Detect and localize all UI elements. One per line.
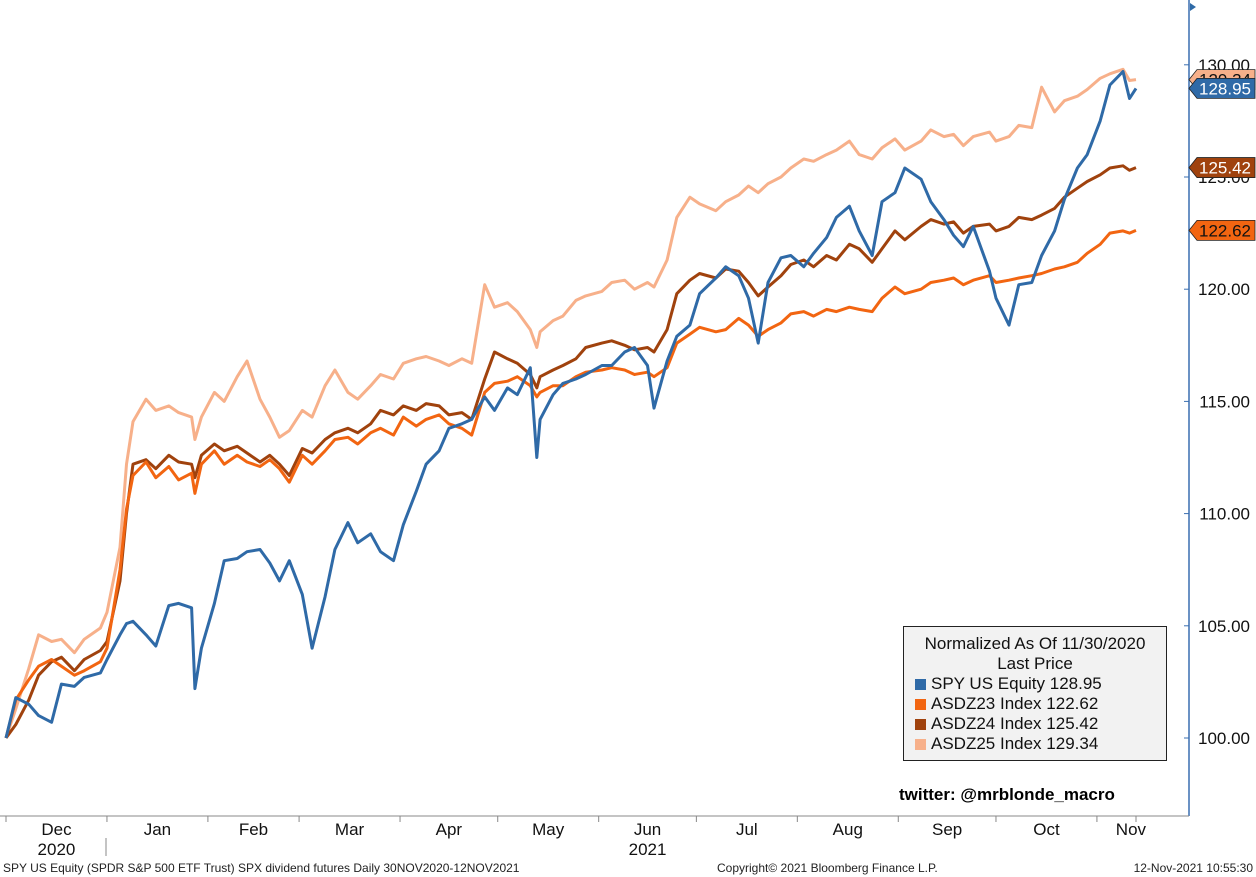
y-tick-label: 100.00 <box>1198 729 1250 748</box>
x-tick-label: Jul <box>736 820 758 839</box>
chart-series-lines <box>4 67 1138 739</box>
legend-item-spy: SPY US Equity 128.95 <box>904 674 1166 694</box>
legend-label: ASDZ25 Index 129.34 <box>931 734 1099 753</box>
x-year-label: 2020 <box>38 840 76 859</box>
last-price-tag <box>1188 77 1256 99</box>
x-tick-label: May <box>532 820 565 839</box>
x-tick-label: Feb <box>239 820 268 839</box>
legend-swatch <box>915 698 926 710</box>
series-line-asdz23-index <box>4 229 1137 739</box>
axis-arrow-marker <box>1190 3 1196 11</box>
legend-swatch <box>915 738 926 750</box>
legend-subtitle: Last Price <box>997 654 1073 673</box>
legend-label: ASDZ24 Index 125.42 <box>931 714 1099 733</box>
legend-title: Normalized As Of 11/30/2020 <box>924 634 1146 653</box>
chart-axes <box>0 0 1196 817</box>
last-price-label: 122.62 <box>1199 221 1251 240</box>
x-tick-label: Jan <box>144 820 171 839</box>
last-price-label: 128.95 <box>1199 79 1251 98</box>
legend-item-asdz24: ASDZ24 Index 125.42 <box>904 714 1166 734</box>
legend-label: ASDZ23 Index 122.62 <box>931 694 1099 713</box>
x-tick-label: Apr <box>436 820 463 839</box>
footer-timestamp: 12-Nov-2021 10:55:30 <box>1133 861 1253 875</box>
x-tick-label: Sep <box>932 820 962 839</box>
footer-description: SPY US Equity (SPDR S&P 500 ETF Trust) S… <box>3 861 520 875</box>
legend-swatch <box>915 678 926 690</box>
footer-copyright: Copyright© 2021 Bloomberg Finance L.P. <box>717 861 938 875</box>
x-year-label: 2021 <box>629 840 667 859</box>
y-tick-label: 115.00 <box>1199 392 1250 411</box>
series-line-spy-us-equity <box>4 70 1138 739</box>
x-tick-label: Oct <box>1033 820 1060 839</box>
y-tick-label: 105.00 <box>1198 617 1250 636</box>
legend-item-asdz23: ASDZ23 Index 122.62 <box>904 694 1166 714</box>
y-tick-label: 120.00 <box>1198 280 1250 299</box>
x-tick-label: Jun <box>634 820 661 839</box>
last-price-tag <box>1188 220 1256 241</box>
legend-swatch <box>915 718 926 730</box>
twitter-handle: twitter: @mrblonde_macro <box>899 785 1115 804</box>
series-line-asdz24-index <box>4 164 1137 739</box>
x-tick-label: Aug <box>833 820 863 839</box>
x-tick-label: Dec <box>41 820 72 839</box>
series-line-asdz25-index <box>4 67 1137 739</box>
y-tick-label: 110.00 <box>1199 505 1250 524</box>
chart-legend: Normalized As Of 11/30/2020 Last Price S… <box>903 626 1167 761</box>
legend-label: SPY US Equity 128.95 <box>931 674 1102 693</box>
last-price-tag <box>1188 157 1256 178</box>
x-tick-label: Mar <box>335 820 365 839</box>
x-tick-label: Nov <box>1116 820 1147 839</box>
last-price-label: 125.42 <box>1199 159 1251 178</box>
legend-item-asdz25: ASDZ25 Index 129.34 <box>904 734 1166 754</box>
